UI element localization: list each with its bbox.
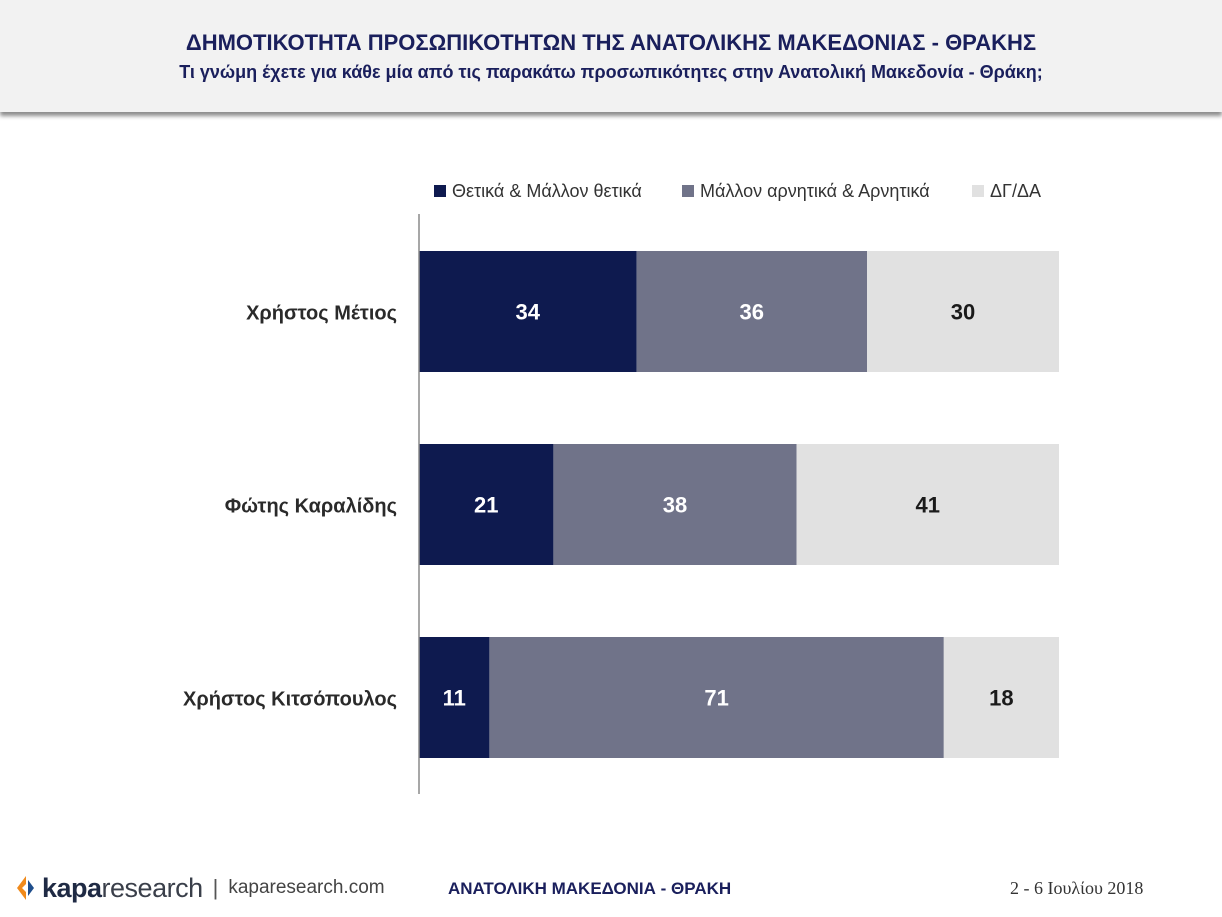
bar-segment: [636, 251, 867, 372]
data-label: 41: [916, 493, 940, 518]
category-label: Φώτης Καραλίδης: [225, 496, 397, 518]
legend-swatch: [434, 185, 446, 197]
legend-label: ΔΓ/ΔΑ: [990, 181, 1041, 201]
data-label: 34: [516, 300, 541, 325]
kapa-research-logo: kaparesearch | kaparesearch.com: [14, 868, 385, 908]
bar-segment: [943, 637, 1059, 758]
data-label: 18: [989, 686, 1013, 711]
page-subtitle: Τι γνώμη έχετε για κάθε μία από τις παρα…: [179, 62, 1043, 82]
bar-segment: [867, 251, 1059, 372]
category-label: Χρήστος Μέτιος: [246, 303, 397, 325]
category-label: Χρήστος Κιτσόπουλος: [183, 689, 397, 711]
footer-date: 2 - 6 Ιουλίου 2018: [1010, 878, 1144, 898]
data-label: 36: [740, 300, 764, 325]
bar-segment: [419, 637, 490, 758]
bar-segment: [419, 251, 637, 372]
data-label: 38: [663, 493, 687, 518]
data-label: 21: [474, 493, 498, 518]
logo-wordmark: kaparesearch: [42, 872, 203, 903]
footer-url: kaparesearch.com: [228, 877, 385, 898]
kapa-logo-icon: [14, 874, 36, 902]
footer-region: ΑΝΑΤΟΛΙΚΗ ΜΑΚΕΔΟΝΙΑ - ΘΡΑΚΗ: [448, 879, 732, 898]
data-label: 11: [443, 686, 466, 711]
page-title: ΔΗΜΟΤΙΚΟΤΗΤΑ ΠΡΟΣΩΠΙΚΟΤΗΤΩΝ ΤΗΣ ΑΝΑΤΟΛΙΚ…: [185, 30, 1037, 55]
bar-segment: [796, 444, 1059, 565]
legend-swatch: [682, 185, 694, 197]
legend-swatch: [972, 185, 984, 197]
bar-segment: [553, 444, 797, 565]
bar-segment: [489, 637, 944, 758]
legend-label: Θετικά & Μάλλον θετικά: [452, 181, 642, 201]
data-label: 30: [951, 300, 975, 325]
data-label: 71: [704, 686, 728, 711]
legend-label: Μάλλον αρνητικά & Αρνητικά: [700, 181, 930, 201]
header-banner: ΔΗΜΟΤΙΚΟΤΗΤΑ ΠΡΟΣΩΠΙΚΟΤΗΤΩΝ ΤΗΣ ΑΝΑΤΟΛΙΚ…: [0, 0, 1222, 112]
logo-separator: |: [212, 875, 219, 900]
bar-segment: [419, 444, 554, 565]
